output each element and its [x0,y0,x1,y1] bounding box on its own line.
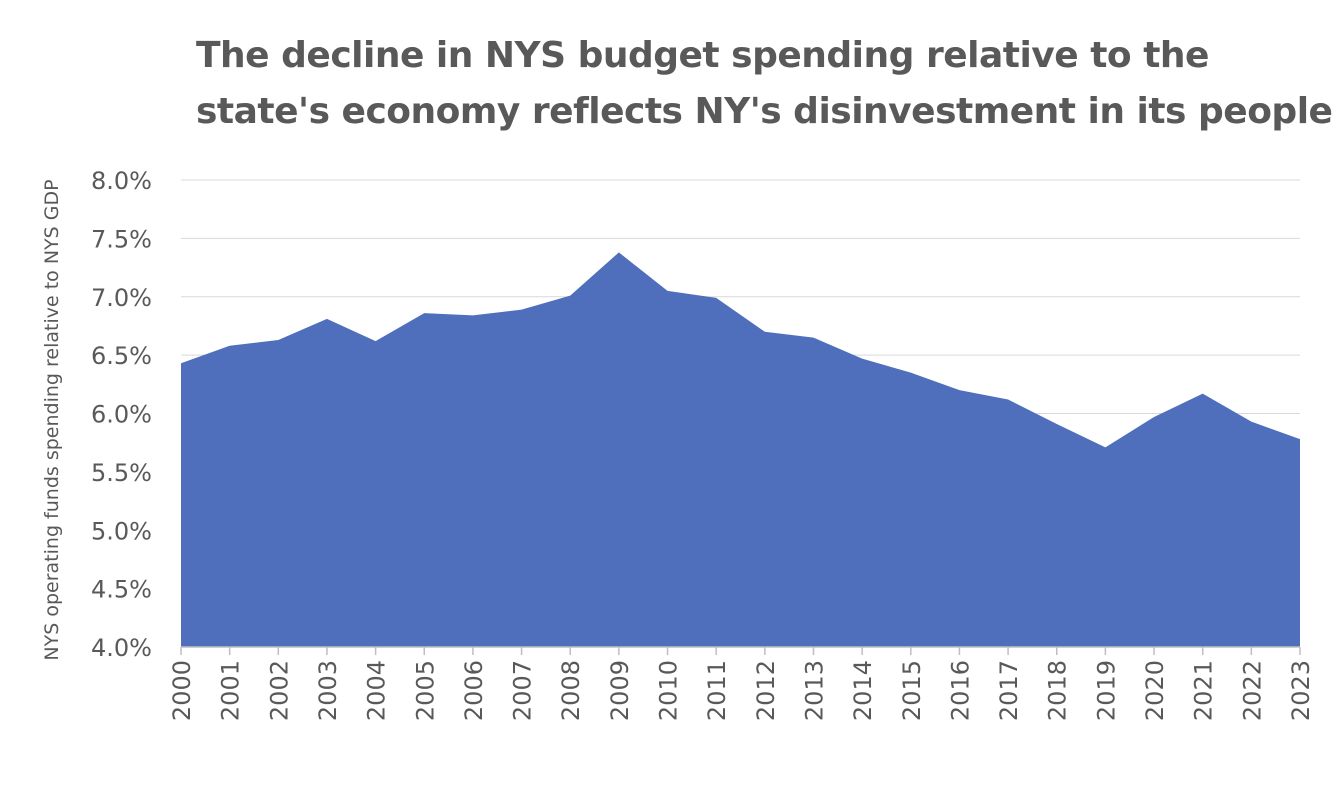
y-tick-label: 4.0% [91,634,152,662]
y-tick-label: 6.5% [91,342,152,370]
x-axis [180,646,1301,655]
y-tick-label: 6.0% [91,401,152,429]
x-tick-label: 2017 [995,660,1023,721]
x-tick-label: 2021 [1190,660,1218,721]
x-tick-label: 2022 [1238,660,1266,721]
area-series [181,252,1300,647]
x-tick-label: 2008 [557,660,585,721]
x-tick-label: 2014 [849,660,877,721]
x-tick-label: 2009 [606,660,634,721]
y-axis: 4.0% 4.5% 5.0% 5.5% 6.0% 6.5% 7.0% 7.5% 8.0% [91,167,152,662]
chart-title: The decline in NYS budget spending relat… [196,28,1333,140]
x-tick-label: 2002 [265,660,293,721]
x-tick-label: 2020 [1141,660,1169,721]
x-tick-label: 2023 [1287,660,1315,721]
x-tick-label: 2011 [703,660,731,721]
x-tick-label: 2018 [1044,660,1072,721]
y-tick-label: 4.5% [91,576,152,604]
x-tick-label: 2015 [898,660,926,721]
x-tick-label: 2000 [168,660,196,721]
x-tick-label: 2010 [655,660,683,721]
chart-title-line-1: The decline in NYS budget spending relat… [196,35,1209,76]
x-tick-label: 2019 [1092,660,1120,721]
x-tick-label: 2006 [460,660,488,721]
y-tick-label: 5.5% [91,459,152,487]
x-tick-label: 2012 [752,660,780,721]
x-tick-label: 2004 [363,660,391,721]
y-tick-label: 7.0% [91,284,152,312]
x-tick-label: 2013 [800,660,828,721]
x-tick-label: 2001 [217,660,245,721]
x-tick-labels: 2000 2001 2002 2003 2004 2005 2006 2007 2008 2009… [168,660,1315,721]
chart-title-line-2: state's economy reflects NY's disinvestm… [196,91,1333,132]
y-tick-label: 5.0% [91,517,152,545]
x-tick-label: 2007 [509,660,537,721]
y-axis-title: NYS operating funds spending relative to… [41,179,63,660]
y-tick-label: 8.0% [91,167,152,195]
x-tick-label: 2003 [314,660,342,721]
x-tick-label: 2005 [411,660,439,721]
y-tick-label: 7.5% [91,225,152,253]
area-layer [181,252,1300,647]
x-tick-label: 2016 [946,660,974,721]
